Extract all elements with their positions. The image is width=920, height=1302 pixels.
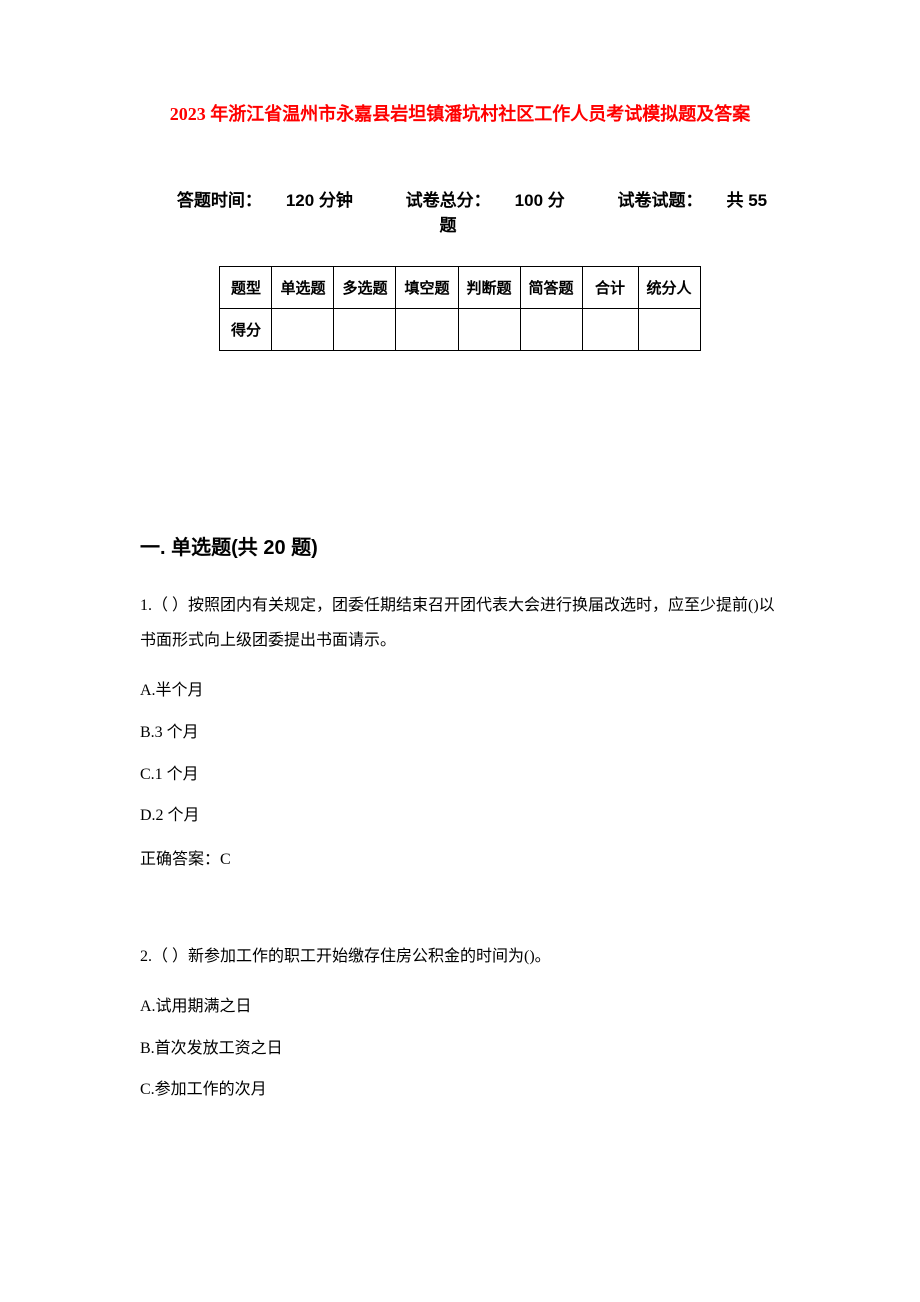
question-1: 1.（ ）按照团内有关规定，团委任期结束召开团代表大会进行换届改选时，应至少提前… [140,588,780,658]
question-1-options: A.半个月 B.3 个月 C.1 个月 D.2 个月 [140,678,780,828]
table-score-row: 得分 [220,309,700,351]
option-b: B.3 个月 [140,720,780,746]
table-header: 判断题 [458,267,520,309]
table-header-row: 题型 单选题 多选题 填空题 判断题 简答题 合计 统分人 [220,267,700,309]
table-cell [396,309,458,351]
question-2-options: A.试用期满之日 B.首次发放工资之日 C.参加工作的次月 [140,994,780,1103]
option-c: C.参加工作的次月 [140,1077,780,1103]
score-table: 题型 单选题 多选题 填空题 判断题 简答题 合计 统分人 得分 [219,266,700,351]
section-1-heading: 一. 单选题(共 20 题) [140,531,780,560]
table-header: 统分人 [638,267,700,309]
table-row-label: 得分 [220,309,272,351]
table-cell [334,309,396,351]
exam-info: 答题时间：120 分钟 试卷总分：100 分 试卷试题：共 55 题 [140,186,780,236]
page-title: 2023 年浙江省温州市永嘉县岩坦镇潘坑村社区工作人员考试模拟题及答案 [140,100,780,126]
table-header: 简答题 [520,267,582,309]
table-cell [638,309,700,351]
title-text: 年浙江省温州市永嘉县岩坦镇潘坑村社区工作人员考试模拟题及答案 [206,104,751,124]
table-cell [458,309,520,351]
table-header: 单选题 [272,267,334,309]
time-info: 答题时间：120 分钟 [165,191,365,210]
table-cell [272,309,334,351]
question-1-answer: 正确答案：C [140,845,780,869]
table-cell [520,309,582,351]
option-d: D.2 个月 [140,803,780,829]
table-header: 填空题 [396,267,458,309]
option-a: A.试用期满之日 [140,994,780,1020]
option-a: A.半个月 [140,678,780,704]
table-header: 多选题 [334,267,396,309]
table-header: 合计 [582,267,638,309]
total-info: 试卷总分：100 分 [394,191,577,210]
title-year: 2023 [170,104,206,124]
question-2: 2.（ ）新参加工作的职工开始缴存住房公积金的时间为()。 [140,939,780,974]
option-c: C.1 个月 [140,762,780,788]
table-header: 题型 [220,267,272,309]
option-b: B.首次发放工资之日 [140,1036,780,1062]
table-cell [582,309,638,351]
